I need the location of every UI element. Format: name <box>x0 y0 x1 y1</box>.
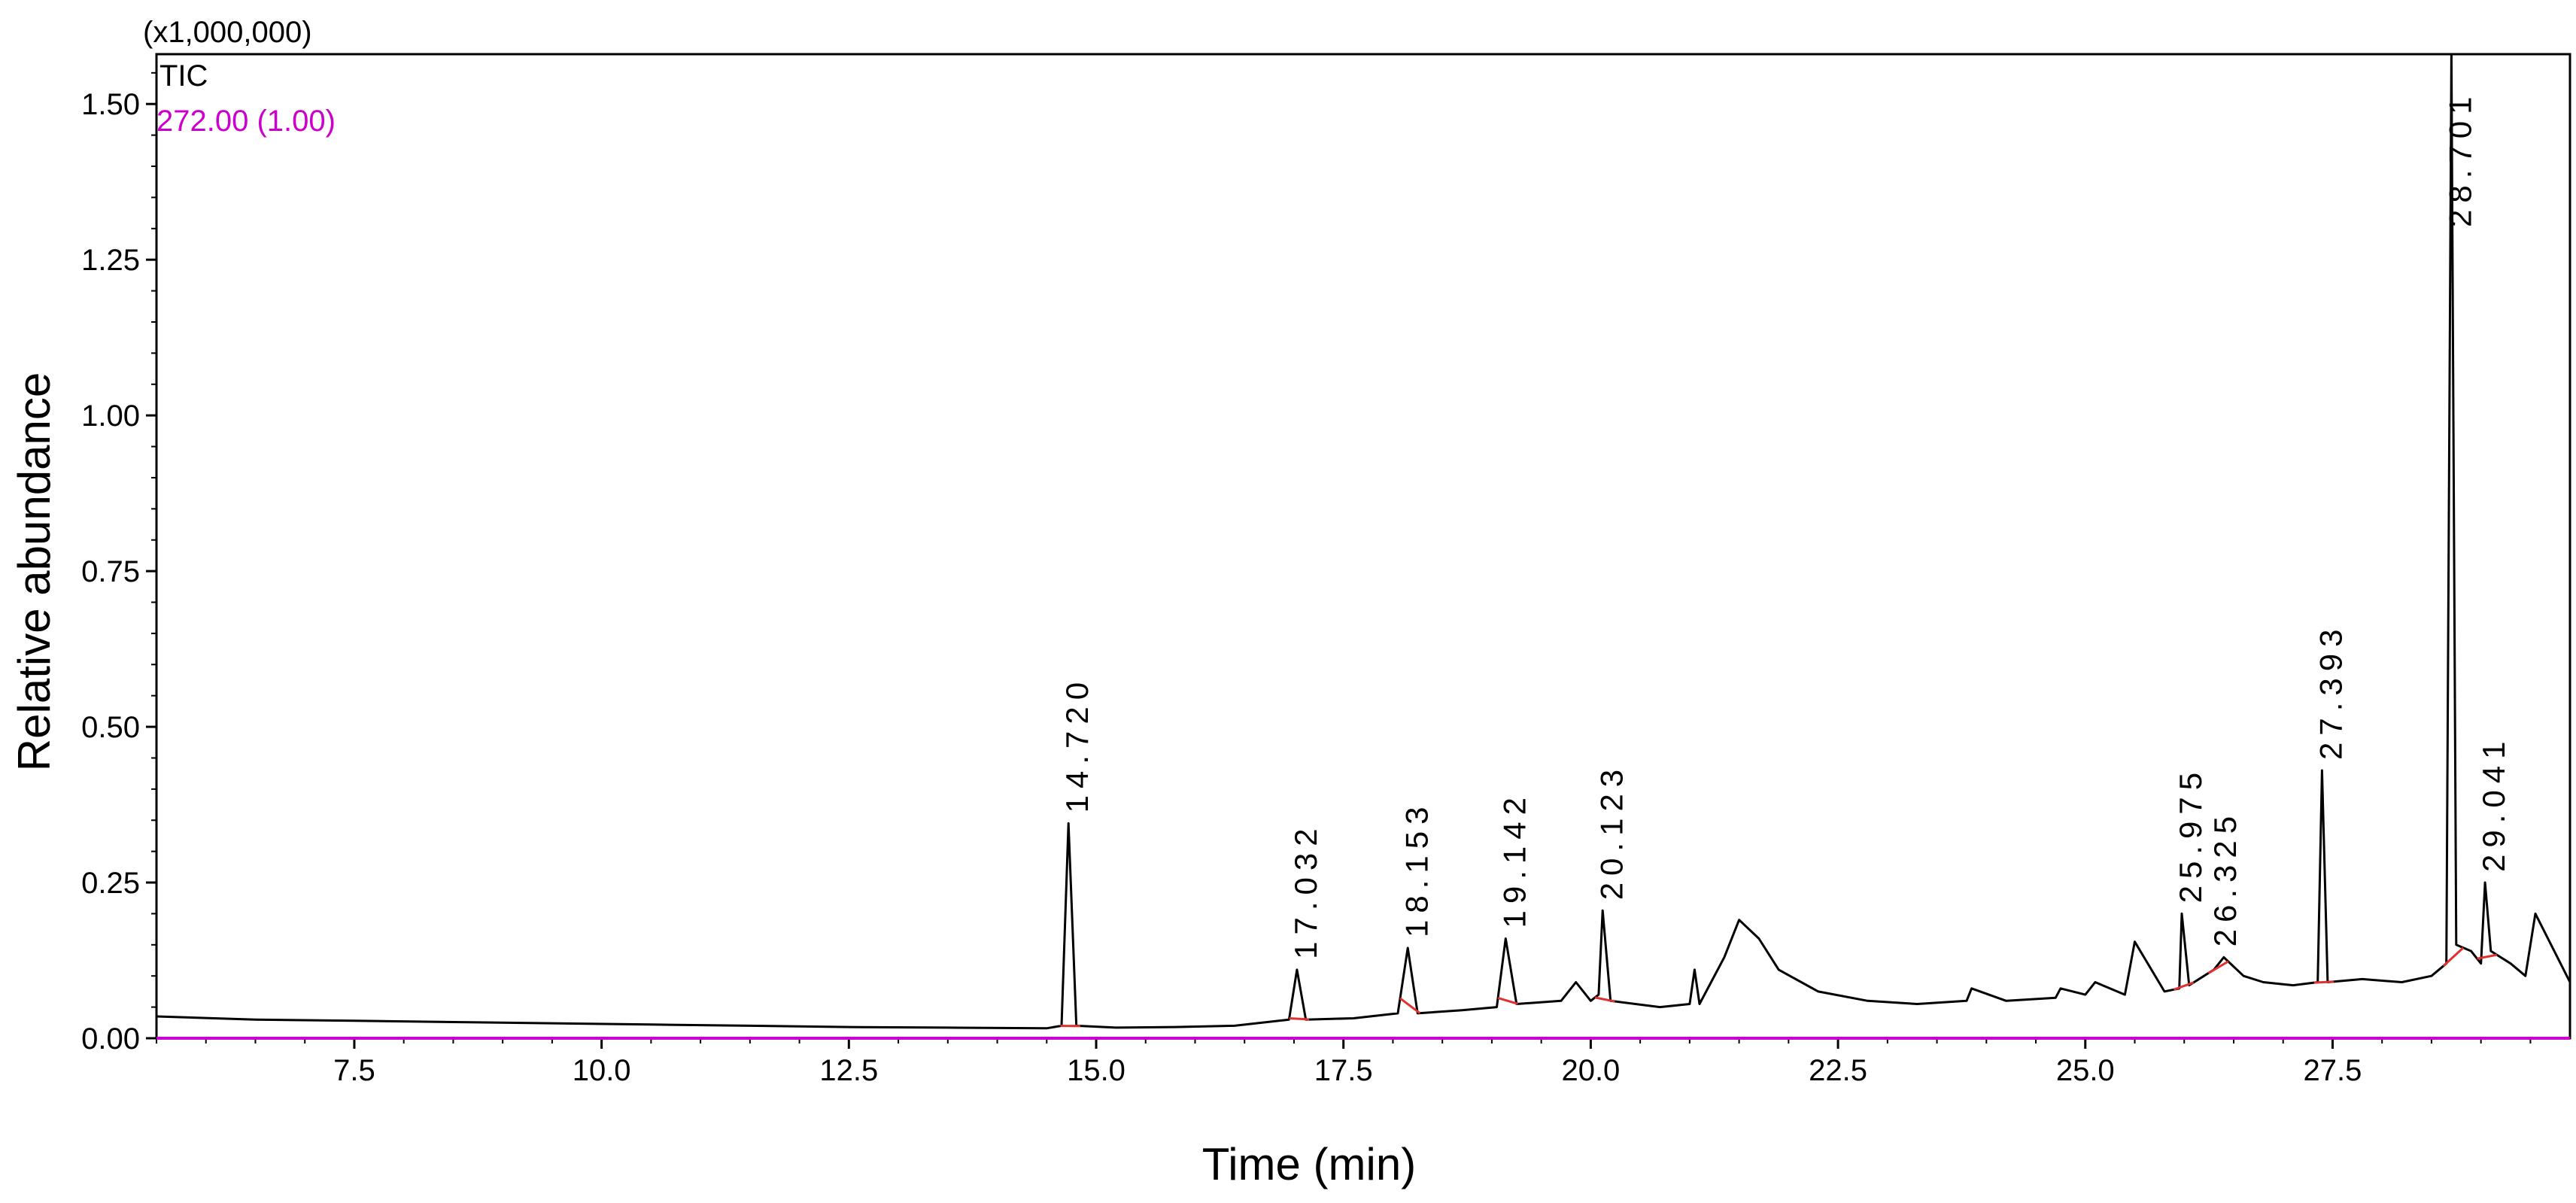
peak-label: 26.325 <box>2207 810 2243 946</box>
series-layer <box>156 53 2571 1040</box>
tic-trace <box>156 53 2571 1030</box>
y-tick-label: 0.00 <box>81 1022 140 1056</box>
peak-label: 27.393 <box>2313 623 2348 760</box>
peak-label: 18.153 <box>1399 800 1435 937</box>
y-tick-label: 1.00 <box>81 399 140 433</box>
x-tick-label: 7.5 <box>333 1054 375 1087</box>
integration-baseline <box>2173 981 2195 991</box>
legend-tic: TIC <box>159 59 208 93</box>
peak-label: 25.975 <box>2173 766 2208 903</box>
peak-label: 14.720 <box>1059 676 1095 813</box>
integration-baseline <box>2477 953 2498 960</box>
x-tick-label: 12.5 <box>819 1054 878 1087</box>
x-tick-label: 22.5 <box>1809 1054 1867 1087</box>
integration-baseline <box>2313 980 2334 984</box>
integration-baseline <box>1497 997 1518 1005</box>
integration-baseline <box>1289 1017 1310 1021</box>
integration-baseline <box>2207 960 2229 974</box>
integration-baseline <box>1594 996 1615 1003</box>
integration-baseline <box>1399 997 1421 1014</box>
x-tick-label: 27.5 <box>2304 1054 2362 1087</box>
y-tick-label: 0.75 <box>81 555 140 588</box>
y-axis-ticks: 0.00 0.25 0.50 0.75 1.00 1.25 1.50 <box>81 71 156 1056</box>
x-tick-label: 17.5 <box>1314 1054 1373 1087</box>
x-axis-ticks: 7.5 10.0 12.5 15.0 17.5 20.0 22.5 25.0 27.5 <box>156 1038 2532 1087</box>
x-tick-label: 25.0 <box>2056 1054 2115 1087</box>
y-tick-label: 1.50 <box>81 88 140 121</box>
integration-baseline <box>2442 946 2465 967</box>
multiplier-label: (x1,000,000) <box>143 16 312 49</box>
y-axis-title: Relative abundance <box>9 372 59 771</box>
peak-label: 19.142 <box>1497 791 1533 928</box>
integration-marks <box>1060 946 2498 1028</box>
y-tick-label: 1.25 <box>81 244 140 277</box>
x-tick-label: 10.0 <box>573 1054 631 1087</box>
peak-label: 28.701 <box>2442 90 2477 227</box>
y-tick-label: 0.50 <box>81 711 140 744</box>
x-tick-label: 20.0 <box>1561 1054 1620 1087</box>
x-axis-title: Time (min) <box>1202 1139 1416 1189</box>
legend-ion-trace: 272.00 (1.00) <box>156 105 336 138</box>
peak-labels: 14.720 17.032 18.153 19.142 20.123 25.975 26.3… <box>1059 90 2511 959</box>
peak-label: 20.123 <box>1594 763 1630 900</box>
x-tick-label: 15.0 <box>1067 1054 1125 1087</box>
peak-label: 17.032 <box>1288 822 1323 958</box>
y-tick-label: 0.25 <box>81 867 140 900</box>
peak-label: 29.041 <box>2476 735 2511 872</box>
